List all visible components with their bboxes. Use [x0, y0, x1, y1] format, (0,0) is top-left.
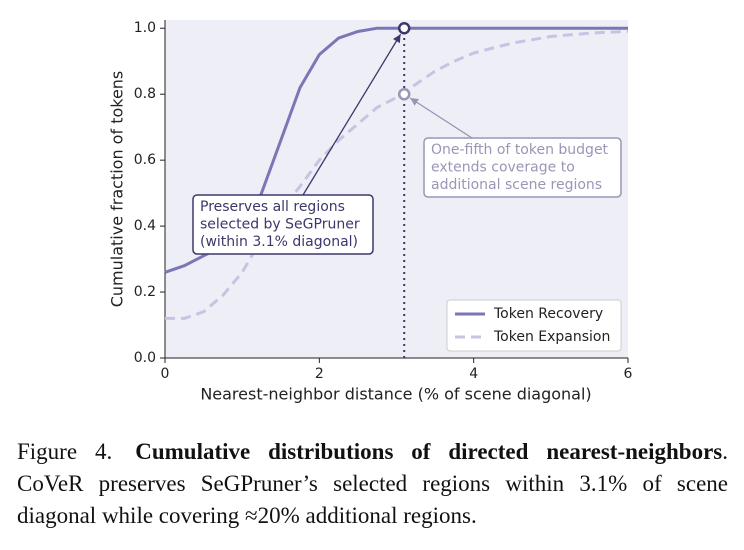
x-tick-label: 4 [469, 366, 478, 382]
annotation-marker [397, 21, 411, 35]
y-tick-label: 0.6 [134, 152, 156, 168]
y-tick-label: 1.0 [134, 20, 156, 36]
legend-label: Token Recovery [493, 306, 603, 322]
y-axis-label: Cumulative fraction of tokens [108, 71, 127, 308]
annotation-arrow [409, 97, 473, 139]
y-tick-label: 0.8 [134, 86, 156, 102]
annotation-text: (within 3.1% diagonal) [200, 234, 358, 250]
annotation-text: selected by SeGPruner [200, 217, 360, 233]
caption-label: Figure 4. [17, 439, 113, 464]
caption: Figure 4. Cumulative distributions of di… [17, 436, 728, 532]
series-line [165, 30, 629, 320]
y-tick-label: 0.2 [134, 284, 156, 300]
x-tick-label: 6 [624, 366, 633, 382]
y-tick-label: 0.0 [134, 350, 156, 366]
legend-box [446, 299, 622, 352]
annotation-arrowhead [410, 97, 419, 106]
legend-label: Token Expansion [493, 329, 610, 345]
annotation-text: Preserves all regions [200, 199, 345, 215]
annotation-box [423, 137, 622, 198]
annotation-text: One-fifth of token budget [431, 142, 609, 158]
y-tick-label: 0.4 [134, 218, 156, 234]
annotation-box [192, 194, 374, 255]
x-tick-label: 0 [161, 366, 170, 382]
annotation-arrow [302, 33, 402, 196]
annotation-text: additional scene regions [431, 177, 602, 193]
x-axis-label: Nearest-neighbor distance (% of scene di… [200, 385, 591, 404]
caption-title: Cumulative distributions of directed nea… [135, 439, 723, 464]
annotation-marker [397, 87, 411, 101]
x-tick-label: 2 [315, 366, 324, 382]
chart: Nearest-neighbor distance (% of scene di… [108, 20, 633, 404]
annotation-arrowhead [393, 34, 401, 44]
annotation-text: extends coverage to [431, 160, 575, 176]
caption-text: . CoVeR preserves SeGPruner’s selected r… [17, 439, 728, 528]
